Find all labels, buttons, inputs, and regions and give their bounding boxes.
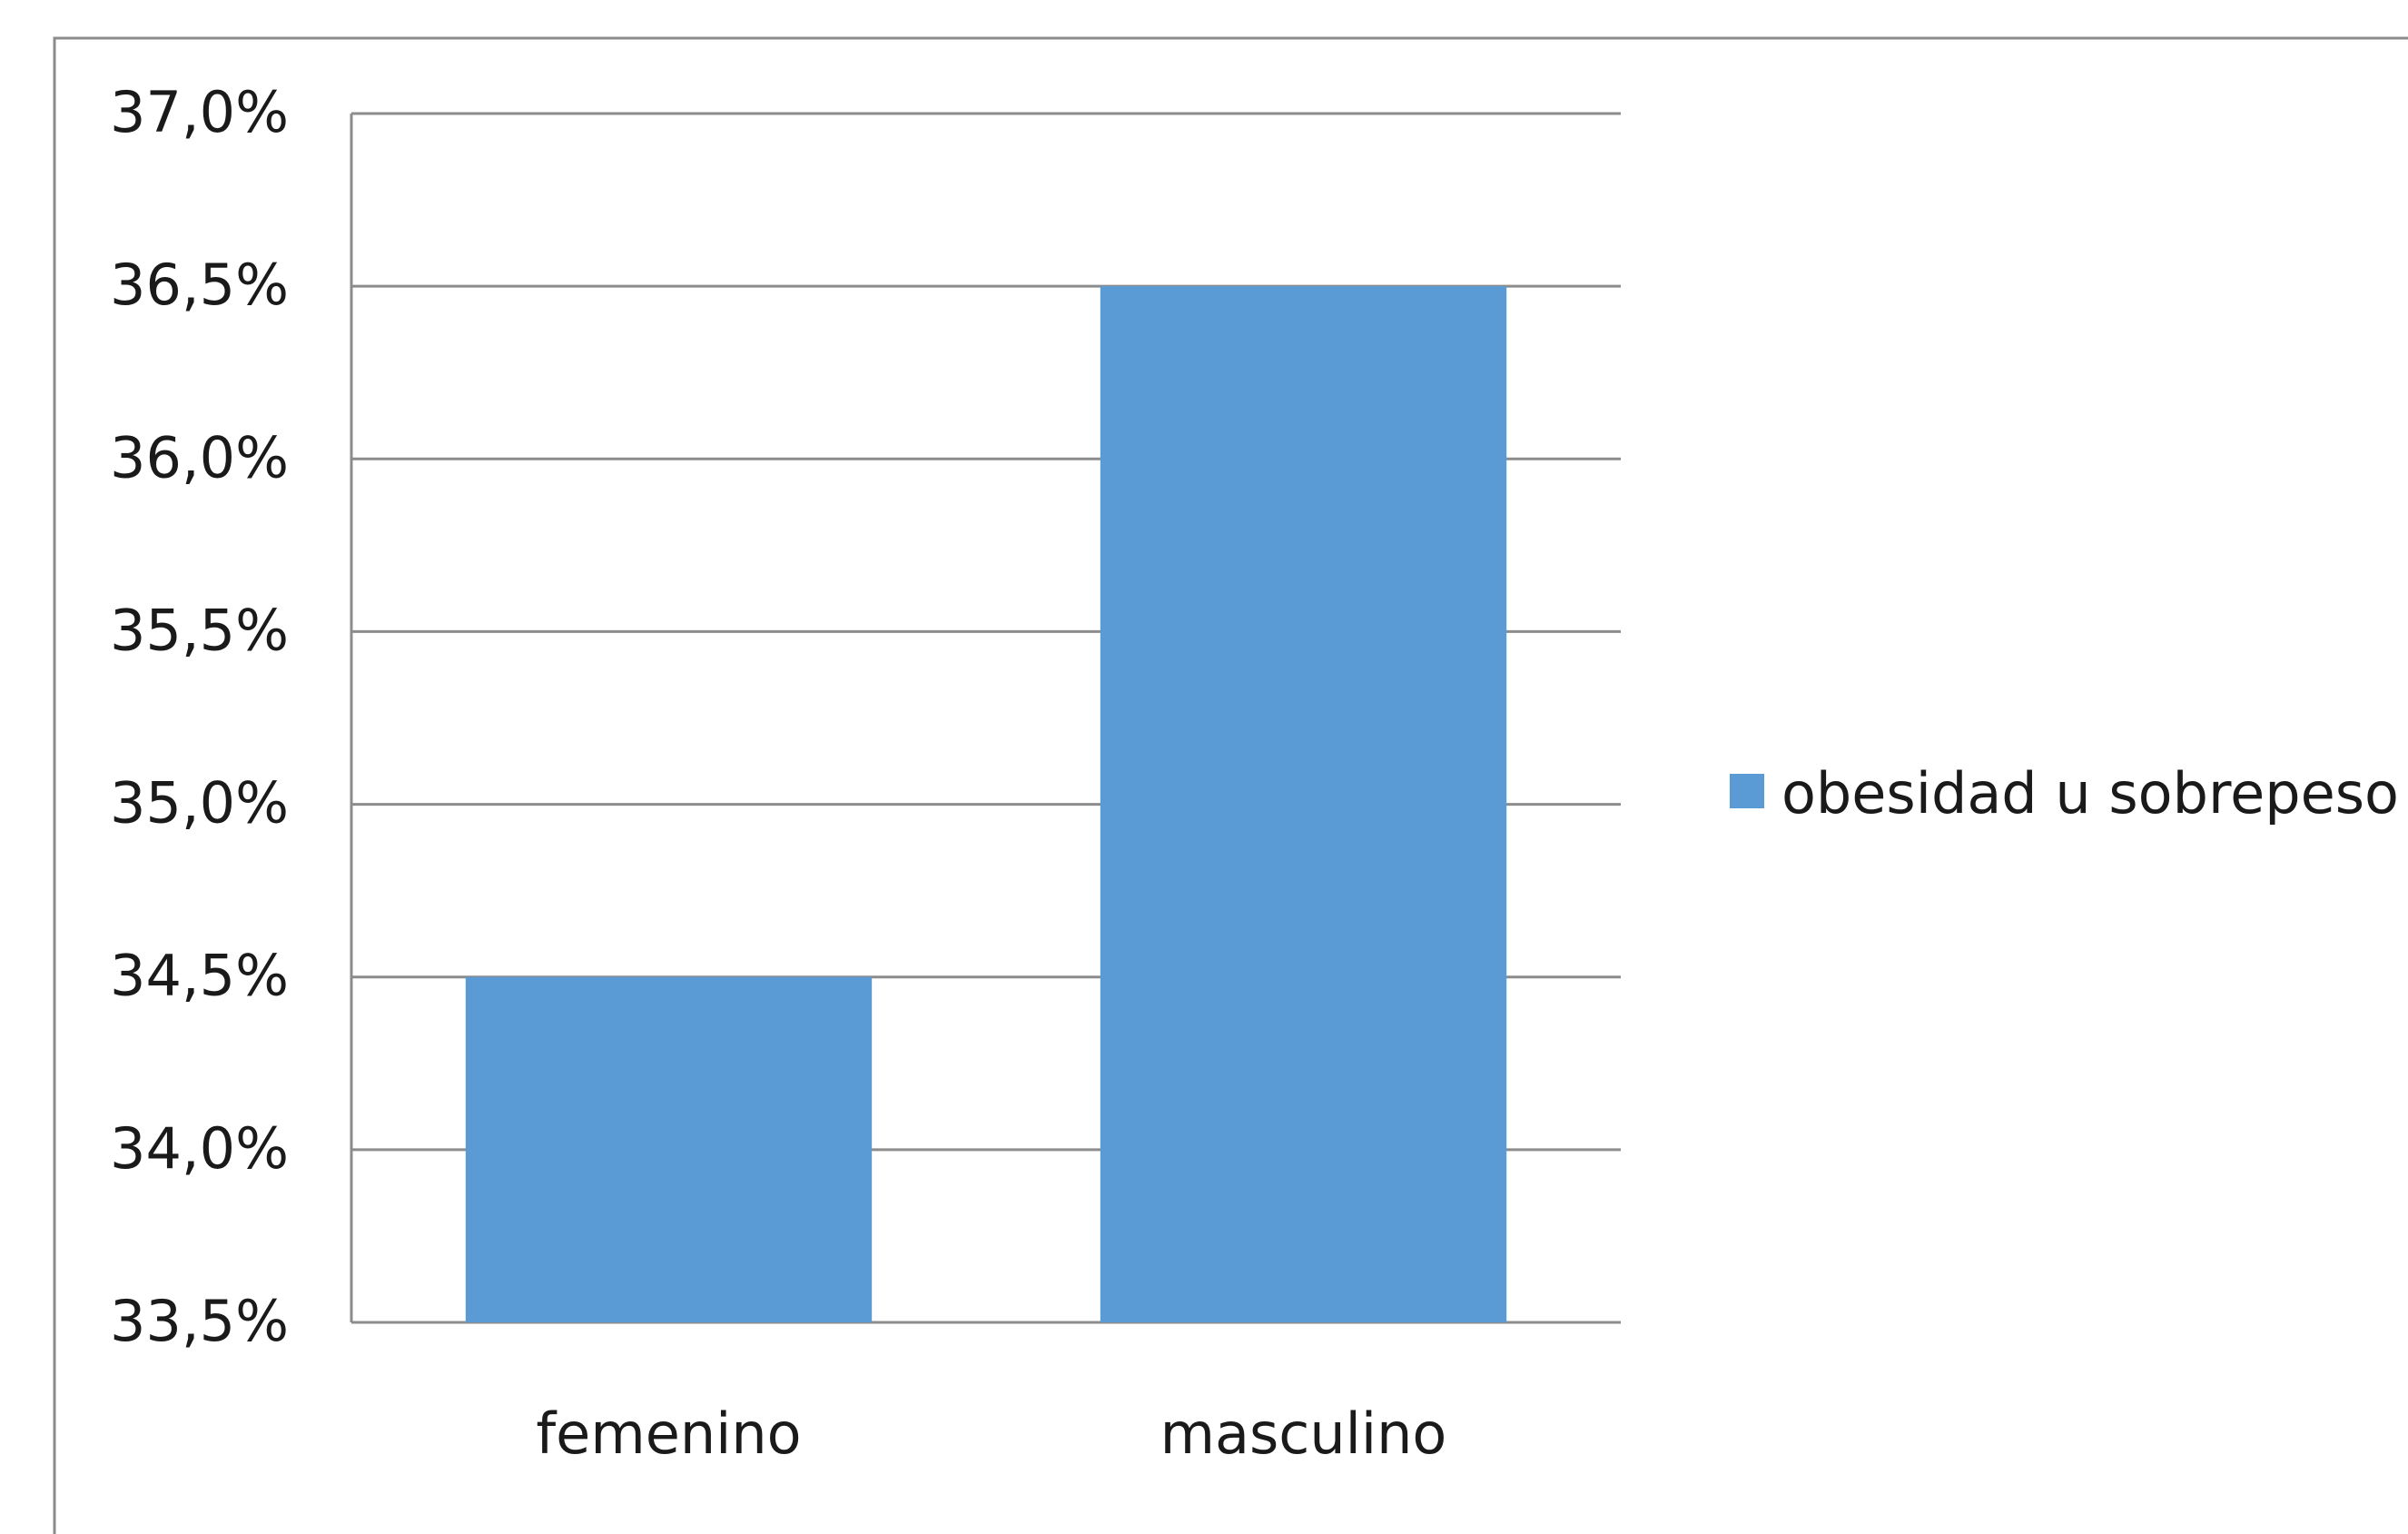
legend-label: obesidad u sobrepeso <box>1781 760 2399 826</box>
legend-swatch <box>1730 774 1764 808</box>
x-tick-label: femenino <box>536 1400 801 1467</box>
y-tick-label: 34,0% <box>110 1115 289 1182</box>
y-tick-label: 37,0% <box>110 79 289 145</box>
x-axis-labels: femenino masculino <box>536 1400 1446 1467</box>
y-tick-label: 35,0% <box>110 770 289 836</box>
y-tick-label: 36,5% <box>110 252 289 318</box>
y-tick-label: 36,0% <box>110 424 289 490</box>
legend: obesidad u sobrepeso <box>1730 760 2399 826</box>
bar-femenino <box>465 976 873 1322</box>
y-axis-ticks: 33,5% 34,0% 34,5% 35,0% 35,5% 36,0% 36,5% 37,0% <box>110 79 289 1354</box>
bars <box>465 286 1507 1323</box>
bar-masculino <box>1100 286 1507 1323</box>
y-tick-label: 35,5% <box>110 597 289 663</box>
y-tick-label: 34,5% <box>110 943 289 1009</box>
x-tick-label: masculino <box>1160 1400 1447 1467</box>
y-tick-label: 33,5% <box>110 1288 289 1354</box>
